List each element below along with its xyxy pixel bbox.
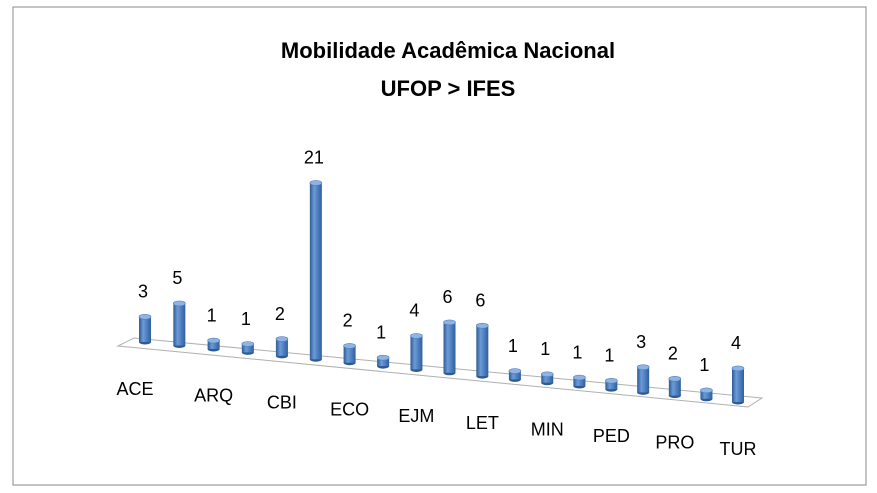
data-label: 4	[409, 301, 419, 321]
data-label: 1	[572, 342, 582, 362]
data-label: 21	[304, 148, 324, 168]
x-tick-label: ARQ	[194, 386, 233, 406]
bar	[173, 300, 186, 348]
x-tick-label: ACE	[116, 379, 153, 399]
data-label: 1	[376, 322, 386, 342]
x-tick-label: PRO	[655, 432, 694, 452]
bar	[573, 374, 586, 389]
bar	[508, 368, 522, 382]
bar	[376, 354, 390, 369]
bar	[138, 313, 152, 345]
bar	[275, 336, 289, 359]
bar	[540, 371, 554, 386]
bar	[343, 343, 356, 366]
x-tick-label: ECO	[330, 399, 369, 419]
chart-subtitle: UFOP > IFES	[381, 76, 516, 101]
data-label: 5	[172, 268, 182, 288]
bar	[207, 337, 220, 352]
data-label: 2	[275, 304, 285, 324]
bar	[636, 364, 650, 395]
x-tick-label: CBI	[267, 393, 297, 413]
bar	[700, 387, 713, 402]
data-label: 2	[668, 344, 678, 364]
x-tick-label: PED	[593, 426, 630, 446]
x-tick-label: LET	[466, 413, 499, 433]
data-label: 4	[731, 333, 741, 353]
data-label: 1	[508, 336, 518, 356]
bar	[476, 322, 489, 379]
data-label: 3	[138, 282, 148, 302]
chart-border	[12, 6, 867, 486]
data-label: 1	[699, 355, 709, 375]
x-tick-label: MIN	[531, 419, 564, 439]
data-label: 1	[540, 339, 550, 359]
data-label: 1	[241, 309, 251, 329]
data-label: 6	[442, 287, 452, 307]
data-label: 1	[604, 346, 614, 366]
data-label: 1	[207, 305, 217, 325]
bar	[668, 376, 682, 399]
data-label: 2	[343, 311, 353, 331]
x-tick-label: EJM	[398, 406, 434, 426]
bar	[605, 377, 618, 392]
bar	[241, 341, 255, 355]
bar	[410, 333, 423, 372]
chart-title: Mobilidade Acadêmica Nacional	[281, 38, 615, 63]
x-tick-label: TUR	[720, 439, 757, 459]
bar	[443, 319, 456, 376]
data-label: 6	[475, 290, 485, 310]
bar	[731, 365, 745, 405]
data-label: 3	[636, 332, 646, 352]
bar	[309, 180, 323, 362]
